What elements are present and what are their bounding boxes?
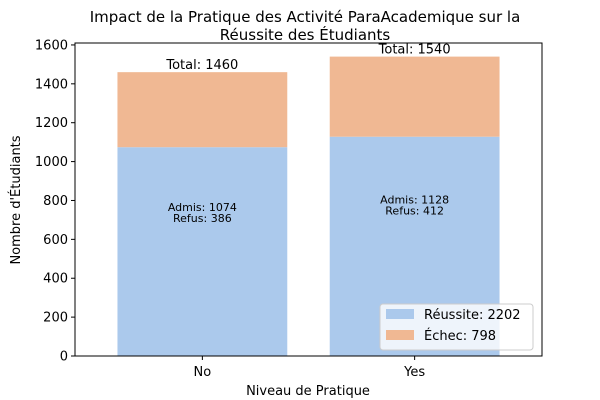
chart-title-line-2: Réussite des Étudiants (220, 25, 391, 44)
legend-swatch-echec (386, 330, 414, 340)
x-tick-label-no: No (194, 365, 212, 380)
total-label-yes: Total: 1540 (378, 43, 451, 58)
y-axis-label: Nombre d'Étudiants (8, 135, 24, 264)
legend: Réussite: 2202 Échec: 798 (379, 303, 534, 351)
legend-label-echec: Échec: 798 (424, 328, 496, 344)
bar-echec-no (117, 72, 288, 148)
y-tick-label-0: 0 (60, 350, 68, 365)
bars-group (117, 56, 500, 356)
chart-title-line-1: Impact de la Pratique des Activité ParaA… (90, 8, 521, 26)
legend-box (379, 303, 534, 351)
y-tick-label-1000: 1000 (35, 155, 68, 170)
y-tick-label-200: 200 (43, 311, 68, 326)
y-tick-label-600: 600 (43, 233, 68, 248)
y-tick-label-1400: 1400 (35, 77, 68, 92)
y-tick-label-1200: 1200 (35, 116, 68, 131)
total-labels-group: Total: 1460 Total: 1540 (165, 43, 450, 74)
x-axis-ticks: No Yes (194, 356, 425, 380)
bar-annotation-no-refus: Refus: 386 (173, 212, 232, 225)
bar-annotation-yes-refus: Refus: 412 (385, 204, 444, 217)
bar-echec-yes (329, 56, 500, 137)
bar-annotation-yes-admis: Admis: 1128 (380, 193, 449, 206)
bar-reussite-no (117, 147, 288, 356)
y-tick-label-800: 800 (43, 194, 68, 209)
x-axis-label: Niveau de Pratique (246, 384, 370, 399)
y-tick-label-400: 400 (43, 272, 68, 287)
y-axis-ticks: 0 200 400 600 800 1000 1200 1400 1600 (35, 38, 75, 365)
bar-annotation-no-admis: Admis: 1074 (168, 201, 237, 214)
legend-label-reussite: Réussite: 2202 (424, 308, 521, 323)
y-tick-label-1600: 1600 (35, 38, 68, 53)
legend-swatch-reussite (386, 309, 414, 319)
x-tick-label-yes: Yes (403, 365, 425, 380)
plot-frame (74, 42, 543, 357)
total-label-no: Total: 1460 (165, 58, 238, 73)
